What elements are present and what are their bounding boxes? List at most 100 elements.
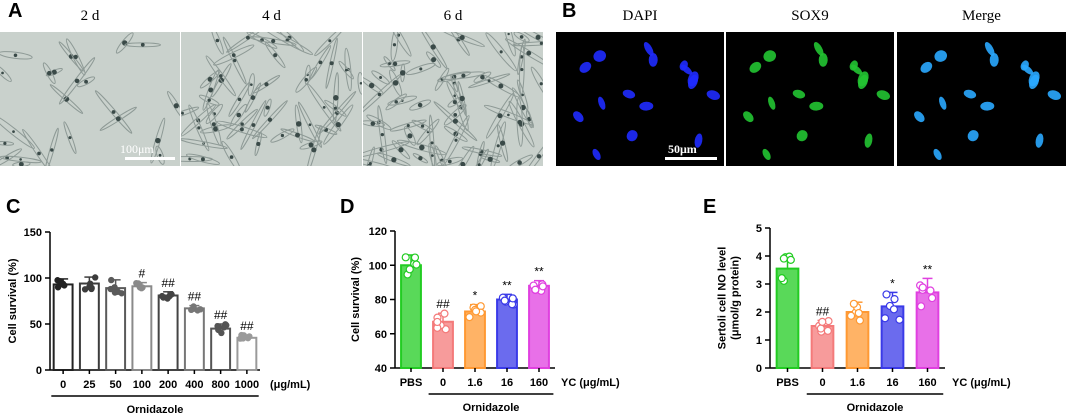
cell-outline xyxy=(434,67,450,91)
bar xyxy=(131,285,153,371)
cell-outline xyxy=(185,153,220,165)
cell-outline xyxy=(0,114,35,149)
cell-nucleus xyxy=(430,141,434,145)
data-point xyxy=(855,316,864,325)
cell-nucleus xyxy=(496,144,500,148)
stained-nucleus xyxy=(933,148,942,161)
stained-nucleus xyxy=(818,53,828,67)
cell-nucleus xyxy=(517,119,522,125)
data-point xyxy=(91,274,99,281)
cell-outline xyxy=(230,103,248,127)
x-tick-label: 0 xyxy=(819,377,825,389)
cell-outline xyxy=(249,36,297,46)
cell-nucleus xyxy=(207,98,211,102)
x-tick-label: PBS xyxy=(400,377,423,389)
cell-nucleus xyxy=(499,50,503,54)
cell-nucleus xyxy=(380,132,385,137)
cell-outline xyxy=(366,114,392,131)
y-tick-label: 5 xyxy=(756,223,762,235)
cell-nucleus xyxy=(535,34,541,40)
cell-nucleus xyxy=(18,161,24,166)
data-point xyxy=(465,313,474,322)
cell-outline xyxy=(205,55,237,97)
stained-nucleus xyxy=(920,61,933,73)
stained-nucleus xyxy=(1047,90,1061,100)
cell-outline xyxy=(124,42,162,48)
cell-outline xyxy=(270,128,295,143)
cell-outline xyxy=(247,73,255,97)
cell-outline xyxy=(0,63,12,83)
cell-nucleus xyxy=(447,159,452,164)
cell-nucleus xyxy=(536,154,542,159)
data-point xyxy=(926,286,935,295)
cell-outline xyxy=(405,62,436,76)
data-point xyxy=(500,296,509,305)
stained-nucleus xyxy=(864,133,873,148)
cell-outline xyxy=(461,146,503,157)
group-label: Ornidazole xyxy=(127,404,184,416)
cell-outline xyxy=(436,156,464,166)
cell-nucleus xyxy=(51,69,57,75)
stained-nucleus xyxy=(573,111,584,123)
cell-nucleus xyxy=(240,122,244,126)
cell-nucleus xyxy=(453,112,458,117)
cell-nucleus xyxy=(211,122,216,127)
cell-nucleus xyxy=(111,110,116,114)
x-unit-label: (μg/mL) xyxy=(270,379,311,391)
scale-bar-b-label: 50μm xyxy=(668,142,697,156)
stained-nucleus xyxy=(762,148,771,161)
fluorescence-merge xyxy=(897,32,1066,166)
cell-nucleus xyxy=(418,156,423,161)
stained-nucleus xyxy=(967,130,979,142)
cell-nucleus xyxy=(295,121,302,127)
cell-nucleus xyxy=(219,74,223,78)
cell-nucleus xyxy=(420,124,425,128)
panel-a-letter: A xyxy=(8,0,23,22)
cell-outline xyxy=(357,72,362,95)
cell-outline xyxy=(468,73,511,89)
cell-nucleus xyxy=(487,156,493,162)
stained-nucleus xyxy=(939,96,947,110)
x-tick-label: 1.6 xyxy=(850,377,865,389)
x-tick-label: 25 xyxy=(83,379,95,391)
cell-outline xyxy=(261,32,314,56)
cell-outline xyxy=(314,32,346,57)
cell-nucleus xyxy=(452,100,457,105)
cell-nucleus xyxy=(181,111,184,115)
y-tick-label: 40 xyxy=(375,363,387,375)
stained-nucleus xyxy=(1022,64,1034,75)
y-tick-label: 0 xyxy=(756,363,762,375)
y-axis-label-line: Cell survival (%) xyxy=(350,257,362,342)
cell-nucleus xyxy=(507,113,510,117)
y-tick-label: 3 xyxy=(756,279,762,291)
cell-nucleus xyxy=(507,32,510,36)
cell-outline xyxy=(403,126,416,146)
cell-outline xyxy=(390,32,399,62)
y-tick-label: 120 xyxy=(369,226,387,238)
data-point xyxy=(220,324,228,331)
cell-outline xyxy=(516,97,524,147)
cell-nucleus xyxy=(333,106,337,110)
cell-nucleus xyxy=(84,79,88,84)
cell-outline xyxy=(0,140,15,146)
bar xyxy=(52,283,74,371)
cell-nucleus xyxy=(454,138,458,142)
cell-nucleus xyxy=(328,39,332,43)
fluorescence-dapi xyxy=(556,32,724,166)
cell-nucleus xyxy=(50,148,54,152)
cell-outline xyxy=(428,114,436,166)
cell-nucleus xyxy=(431,154,434,157)
cell-nucleus xyxy=(392,61,398,67)
cell-nucleus xyxy=(379,75,383,79)
stained-nucleus xyxy=(963,89,977,99)
data-point xyxy=(410,253,420,262)
cell-outline xyxy=(379,60,411,68)
significance-mark: ** xyxy=(502,278,512,292)
data-point xyxy=(412,260,421,269)
cell-outline xyxy=(387,95,418,106)
cell-outline xyxy=(363,156,397,166)
bar xyxy=(775,267,800,369)
cell-nucleus xyxy=(308,142,314,148)
data-point xyxy=(823,326,832,335)
cell-outline xyxy=(377,105,388,165)
